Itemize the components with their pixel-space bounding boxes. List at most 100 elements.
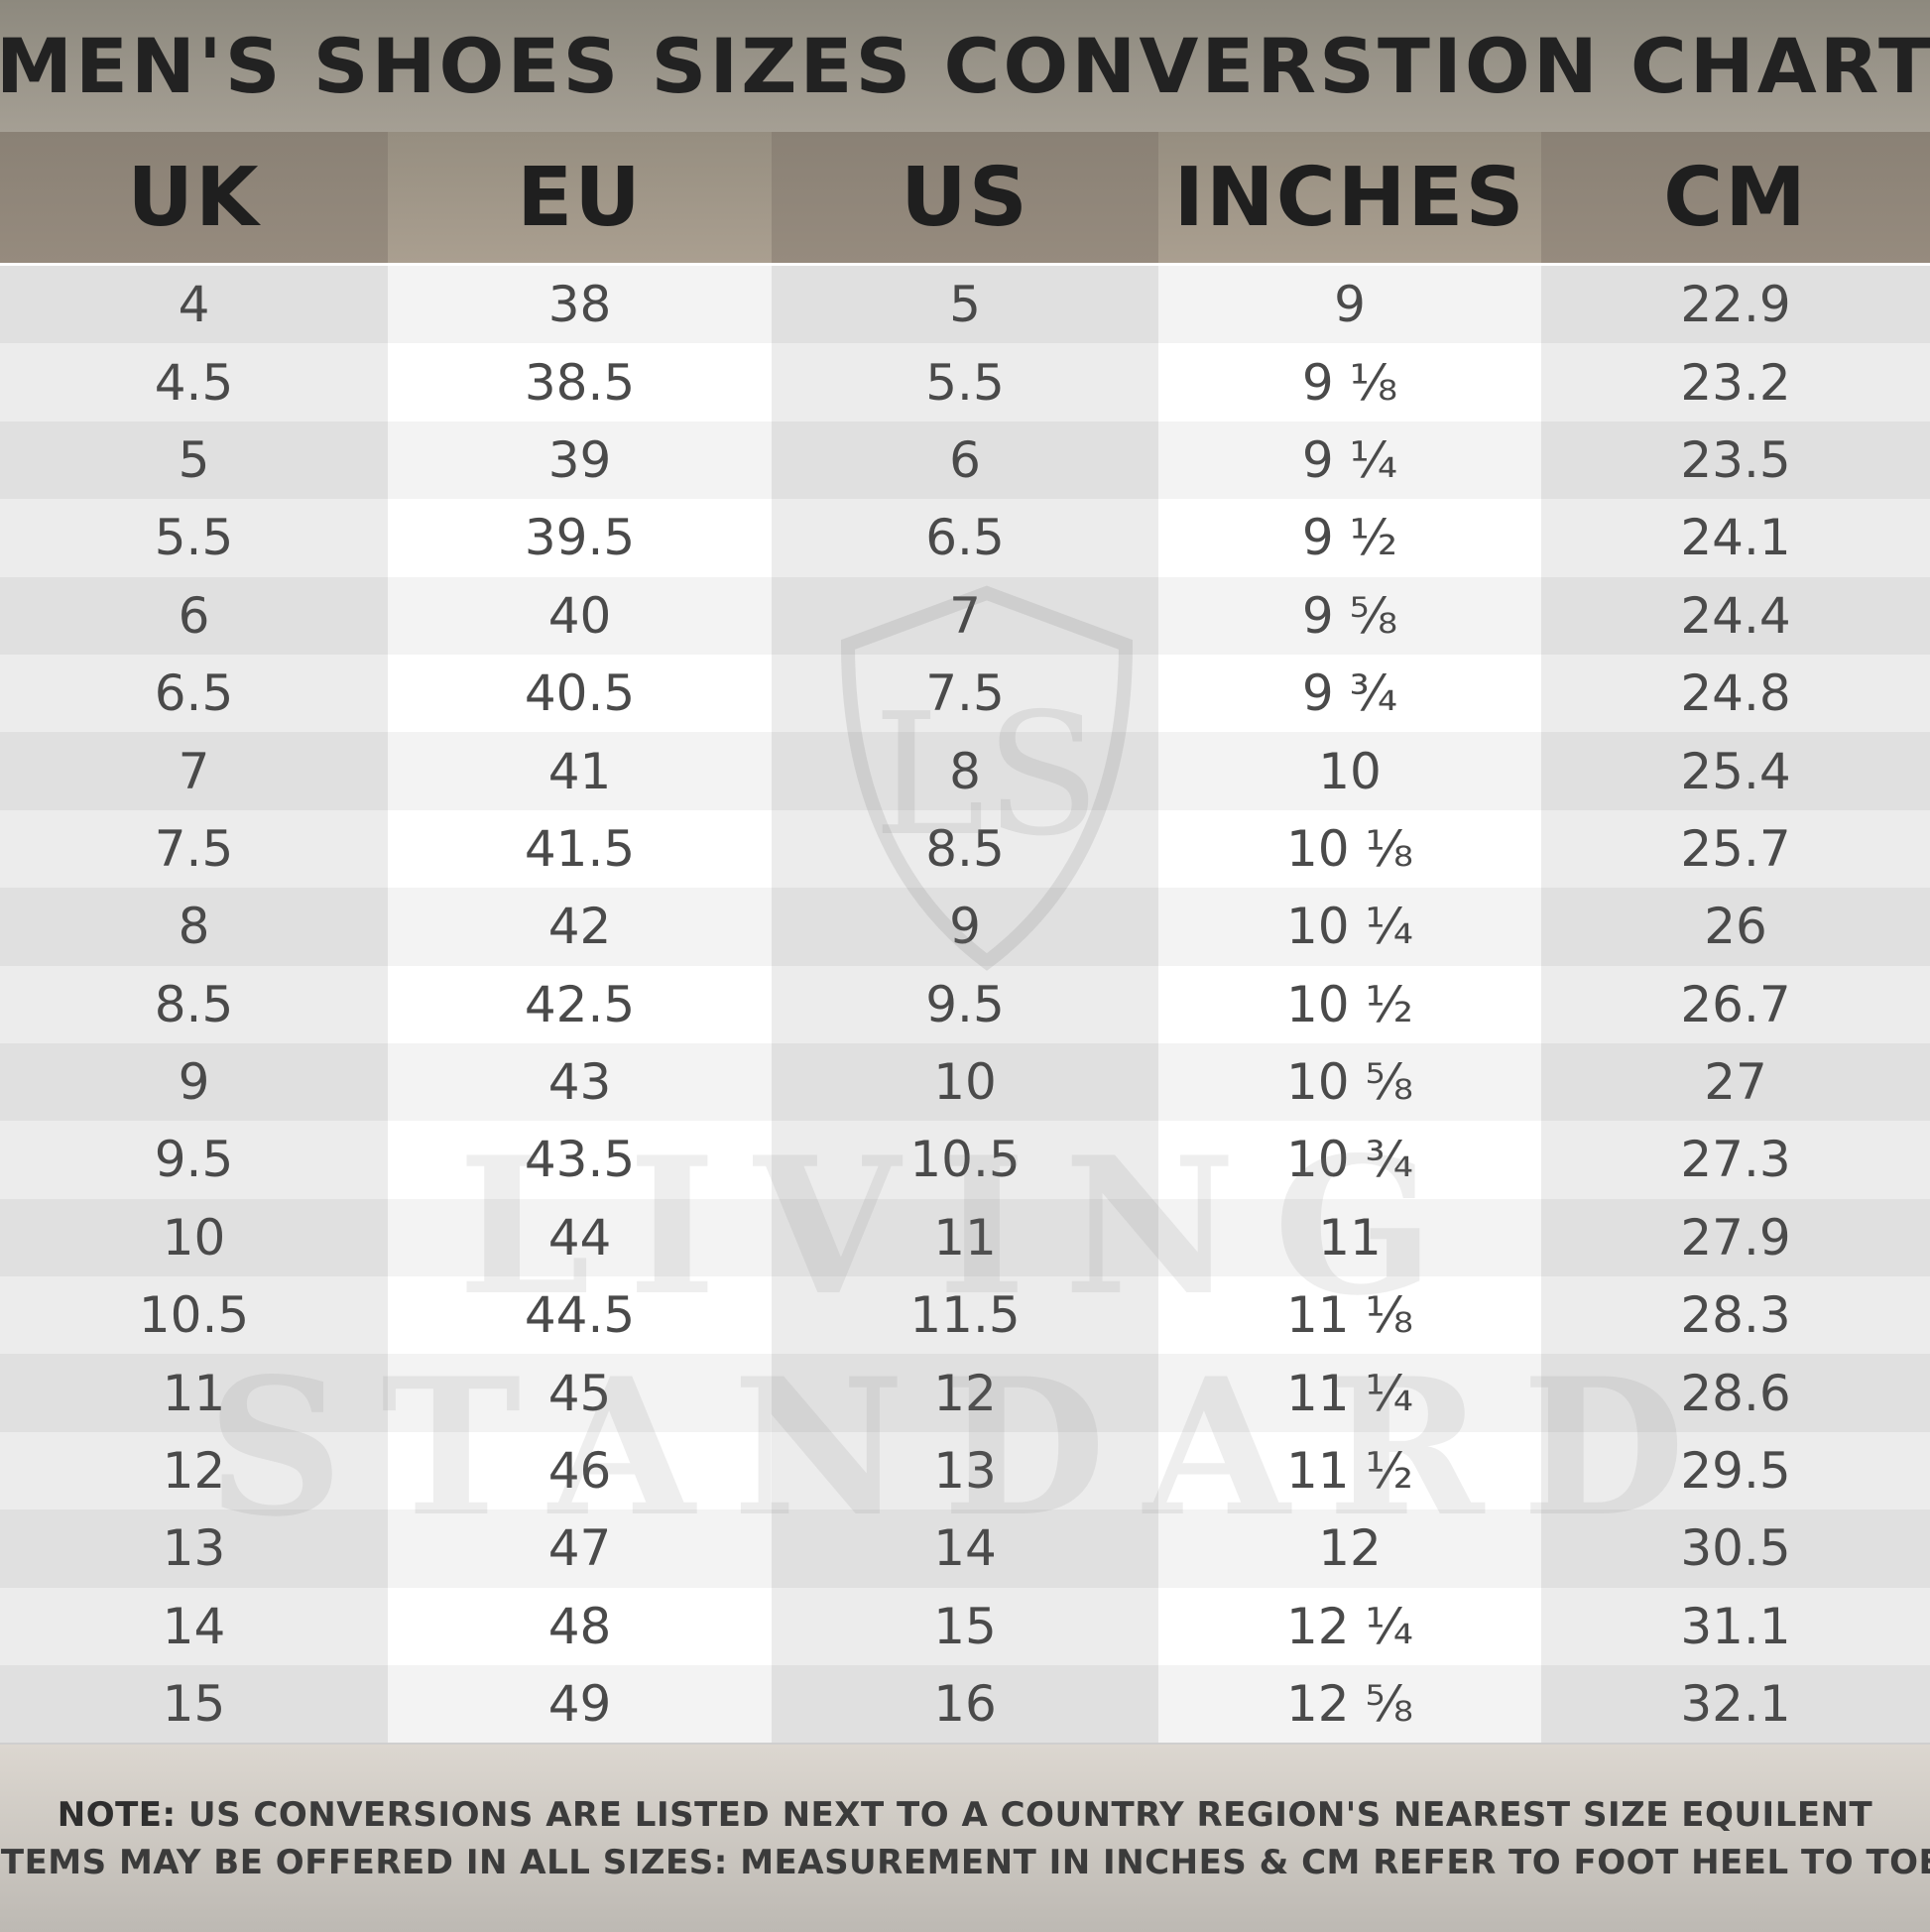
cell-eu: 44 bbox=[388, 1198, 772, 1277]
note-line-2: ITEMS MAY BE OFFERED IN ALL SIZES: MEASU… bbox=[0, 1842, 1930, 1882]
cell-cm: 26 bbox=[1541, 888, 1930, 966]
cell-cm: 26.7 bbox=[1541, 965, 1930, 1043]
cell-uk: 8.5 bbox=[0, 965, 388, 1043]
cell-inches: 9 ⅛ bbox=[1158, 343, 1541, 422]
table-row: 15 49 16 12 ⅝ 32.1 bbox=[0, 1665, 1930, 1744]
table-row: 8 42 9 10 ¼ 26 bbox=[0, 888, 1930, 966]
cell-uk: 4.5 bbox=[0, 343, 388, 422]
table-row: 5.5 39.5 6.5 9 ½ 24.1 bbox=[0, 499, 1930, 577]
cell-us: 7.5 bbox=[772, 654, 1158, 733]
cell-cm: 29.5 bbox=[1541, 1431, 1930, 1510]
cell-us: 5.5 bbox=[772, 343, 1158, 422]
cell-us: 11 bbox=[772, 1198, 1158, 1277]
cell-us: 11.5 bbox=[772, 1276, 1158, 1355]
column-header-inches: INCHES bbox=[1158, 132, 1541, 263]
cell-us: 13 bbox=[772, 1431, 1158, 1510]
table-row: 13 47 14 12 30.5 bbox=[0, 1509, 1930, 1588]
cell-eu: 40 bbox=[388, 576, 772, 655]
page-title: MEN'S SHOES SIZES CONVERSTION CHART bbox=[0, 22, 1930, 110]
table-row: 12 46 13 11 ½ 29.5 bbox=[0, 1431, 1930, 1510]
cell-eu: 45 bbox=[388, 1354, 772, 1432]
cell-us: 16 bbox=[772, 1665, 1158, 1744]
cell-uk: 5 bbox=[0, 421, 388, 500]
table-row: 7.5 41.5 8.5 10 ⅛ 25.7 bbox=[0, 809, 1930, 889]
table-row: 4 38 5 9 22.9 bbox=[0, 266, 1930, 344]
cell-uk: 6 bbox=[0, 576, 388, 655]
cell-us: 14 bbox=[772, 1509, 1158, 1588]
cell-cm: 25.4 bbox=[1541, 732, 1930, 810]
table-row: 11 45 12 11 ¼ 28.6 bbox=[0, 1354, 1930, 1432]
cell-cm: 25.7 bbox=[1541, 809, 1930, 889]
cell-cm: 27.3 bbox=[1541, 1121, 1930, 1199]
cell-us: 7 bbox=[772, 576, 1158, 655]
table-row: 8.5 42.5 9.5 10 ½ 26.7 bbox=[0, 965, 1930, 1043]
cell-uk: 4 bbox=[0, 266, 388, 344]
cell-eu: 38 bbox=[388, 266, 772, 344]
cell-inches: 10 ½ bbox=[1158, 965, 1541, 1043]
cell-uk: 5.5 bbox=[0, 499, 388, 577]
table-row: 14 48 15 12 ¼ 31.1 bbox=[0, 1587, 1930, 1666]
cell-uk: 7.5 bbox=[0, 809, 388, 889]
cell-us: 8 bbox=[772, 732, 1158, 810]
cell-us: 10.5 bbox=[772, 1121, 1158, 1199]
cell-uk: 12 bbox=[0, 1431, 388, 1510]
cell-inches: 9 ¾ bbox=[1158, 654, 1541, 733]
cell-cm: 31.1 bbox=[1541, 1587, 1930, 1666]
cell-us: 8.5 bbox=[772, 809, 1158, 889]
cell-us: 6.5 bbox=[772, 499, 1158, 577]
note-line-1: NOTE: US CONVERSIONS ARE LISTED NEXT TO … bbox=[58, 1795, 1872, 1835]
cell-inches: 11 ½ bbox=[1158, 1431, 1541, 1510]
cell-cm: 30.5 bbox=[1541, 1509, 1930, 1588]
title-band: MEN'S SHOES SIZES CONVERSTION CHART bbox=[0, 0, 1930, 132]
cell-inches: 10 ¼ bbox=[1158, 888, 1541, 966]
table-row: 10.5 44.5 11.5 11 ⅛ 28.3 bbox=[0, 1276, 1930, 1355]
cell-inches: 10 ¾ bbox=[1158, 1121, 1541, 1199]
table-row: 6.5 40.5 7.5 9 ¾ 24.8 bbox=[0, 654, 1930, 733]
table-row: 6 40 7 9 ⅝ 24.4 bbox=[0, 576, 1930, 655]
cell-inches: 9 ½ bbox=[1158, 499, 1541, 577]
table-row: 7 41 8 10 25.4 bbox=[0, 732, 1930, 810]
cell-eu: 47 bbox=[388, 1509, 772, 1588]
cell-uk: 9 bbox=[0, 1042, 388, 1122]
cell-cm: 24.8 bbox=[1541, 654, 1930, 733]
cell-eu: 46 bbox=[388, 1431, 772, 1510]
cell-us: 9 bbox=[772, 888, 1158, 966]
table-row: 5 39 6 9 ¼ 23.5 bbox=[0, 421, 1930, 500]
cell-uk: 10 bbox=[0, 1198, 388, 1277]
cell-eu: 38.5 bbox=[388, 343, 772, 422]
table-row: 10 44 11 11 27.9 bbox=[0, 1198, 1930, 1277]
cell-inches: 11 bbox=[1158, 1198, 1541, 1277]
cell-inches: 10 bbox=[1158, 732, 1541, 810]
cell-eu: 48 bbox=[388, 1587, 772, 1666]
cell-uk: 15 bbox=[0, 1665, 388, 1744]
cell-inches: 11 ¼ bbox=[1158, 1354, 1541, 1432]
cell-cm: 28.6 bbox=[1541, 1354, 1930, 1432]
cell-inches: 9 bbox=[1158, 266, 1541, 344]
cell-cm: 24.1 bbox=[1541, 499, 1930, 577]
cell-us: 12 bbox=[772, 1354, 1158, 1432]
footer-note: NOTE: US CONVERSIONS ARE LISTED NEXT TO … bbox=[0, 1743, 1930, 1932]
cell-inches: 12 bbox=[1158, 1509, 1541, 1588]
cell-eu: 44.5 bbox=[388, 1276, 772, 1355]
table-header: UK EU US INCHES CM bbox=[0, 132, 1930, 263]
cell-cm: 27.9 bbox=[1541, 1198, 1930, 1277]
cell-cm: 24.4 bbox=[1541, 576, 1930, 655]
column-header-uk: UK bbox=[0, 132, 388, 263]
cell-inches: 9 ¼ bbox=[1158, 421, 1541, 500]
cell-eu: 39.5 bbox=[388, 499, 772, 577]
note-text-1: US CONVERSIONS ARE LISTED NEXT TO A COUN… bbox=[176, 1794, 1873, 1835]
cell-uk: 13 bbox=[0, 1509, 388, 1588]
cell-eu: 42.5 bbox=[388, 965, 772, 1043]
cell-us: 9.5 bbox=[772, 965, 1158, 1043]
cell-eu: 39 bbox=[388, 421, 772, 500]
cell-us: 15 bbox=[772, 1587, 1158, 1666]
cell-uk: 10.5 bbox=[0, 1276, 388, 1355]
column-header-eu: EU bbox=[388, 132, 772, 263]
cell-cm: 23.5 bbox=[1541, 421, 1930, 500]
cell-cm: 28.3 bbox=[1541, 1276, 1930, 1355]
cell-uk: 9.5 bbox=[0, 1121, 388, 1199]
column-header-us: US bbox=[772, 132, 1158, 263]
cell-uk: 6.5 bbox=[0, 654, 388, 733]
table-row: 9 43 10 10 ⅝ 27 bbox=[0, 1042, 1930, 1122]
cell-inches: 12 ⅝ bbox=[1158, 1665, 1541, 1744]
